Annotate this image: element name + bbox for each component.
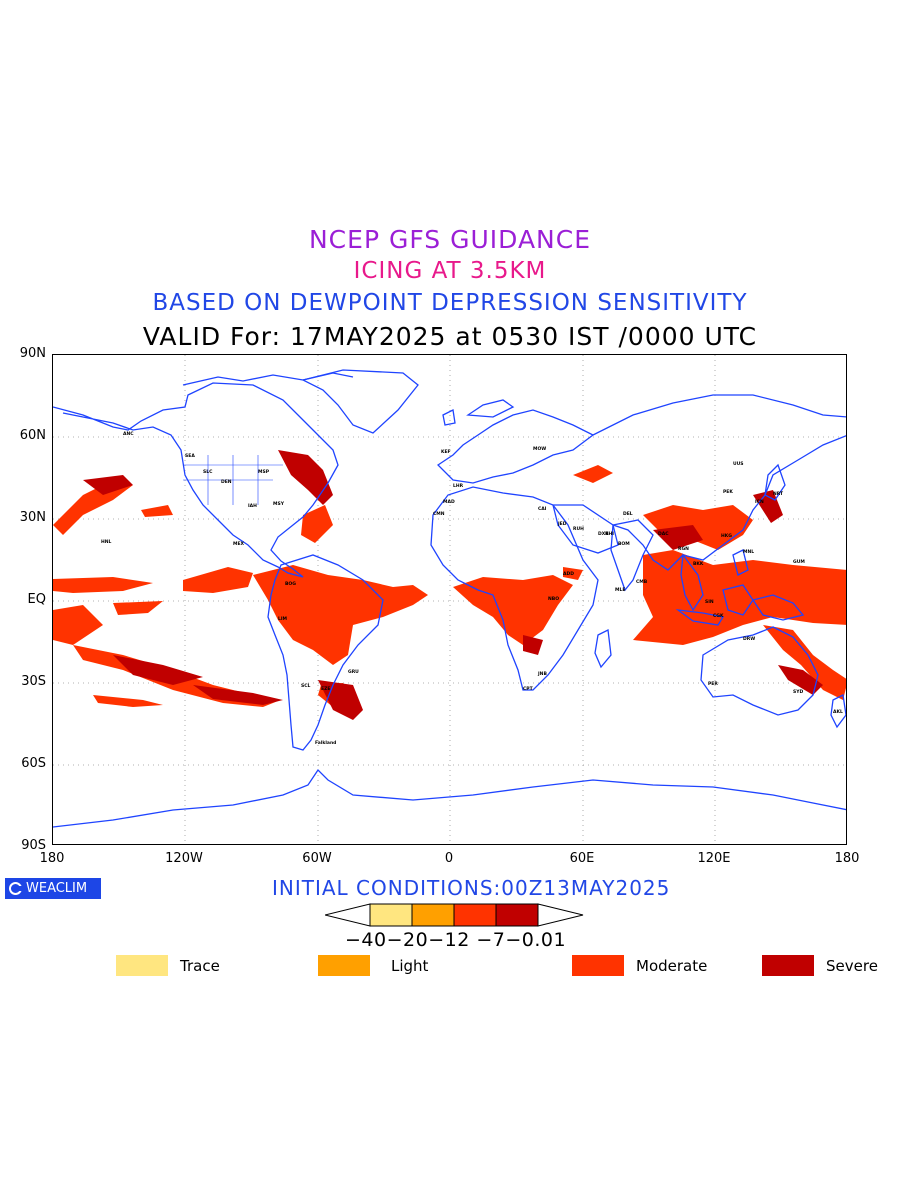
station-label: JNB — [537, 671, 547, 677]
colorbar-trace — [369, 903, 413, 927]
lon-label-180w: 180 — [39, 851, 65, 866]
station-label: GUM — [793, 559, 805, 565]
station-label: ANC — [123, 431, 134, 437]
valid-time-title: VALID For: 17MAY2025 at 0530 IST /0000 U… — [142, 322, 758, 351]
station-label: MAD — [443, 499, 455, 505]
station-label: AKL — [833, 709, 843, 715]
colorbar-severe — [495, 903, 539, 927]
station-label: LIM — [278, 616, 288, 622]
legend-swatch-trace — [116, 955, 168, 976]
lon-label-120e: 120E — [697, 851, 731, 866]
station-label: MSY — [273, 501, 285, 507]
icing-severe-areas — [83, 450, 823, 720]
station-labels: ANC MSP MSY IAH DEN SLC SEA MEX HNL BOG LIM GRU EZE S… — [101, 431, 843, 746]
lat-label-30s: 30S — [21, 674, 46, 689]
station-label: NBO — [548, 596, 559, 602]
colorbar-high-arrow — [537, 903, 584, 927]
station-label: PER — [708, 681, 718, 687]
lon-label-60e: 60E — [569, 851, 595, 866]
colorbar-moderate — [453, 903, 497, 927]
station-label: MEX — [233, 541, 245, 547]
lat-label-30n: 30N — [19, 510, 46, 525]
lon-label-120w: 120W — [165, 851, 203, 866]
station-label: DRW — [743, 636, 755, 642]
station-label: DAC — [658, 531, 669, 537]
weaclim-logo: WEACLIM — [5, 878, 101, 899]
station-label: MLE — [615, 587, 625, 593]
station-label: CGK — [713, 613, 724, 619]
station-label: HKG — [721, 533, 732, 539]
station-label: BKK — [693, 561, 704, 567]
lon-label-0: 0 — [444, 851, 454, 866]
title-line-3: BASED ON DEWPOINT DEPRESSION SENSITIVITY — [152, 290, 748, 316]
station-label: RUH — [573, 526, 584, 532]
station-label: UUS — [733, 461, 744, 467]
station-label: SCL — [301, 683, 311, 689]
icing-map: ANC MSP MSY IAH DEN SLC SEA MEX HNL BOG LIM GRU EZE S… — [52, 354, 847, 845]
lon-label-180e: 180 — [834, 851, 860, 866]
station-label: SYD — [793, 689, 803, 695]
station-label: CMB — [636, 579, 648, 585]
lon-label-60w: 60W — [302, 851, 332, 866]
station-label: MNL — [743, 549, 754, 555]
lat-label-60n: 60N — [19, 428, 46, 443]
initial-conditions: INITIAL CONDITIONS:00Z13MAY2025 — [272, 876, 671, 900]
station-label: PEK — [723, 489, 733, 495]
station-label: EZE — [321, 686, 330, 692]
station-label: MOW — [533, 446, 546, 452]
coastlines — [53, 369, 846, 828]
station-label: BOG — [285, 581, 296, 587]
legend-swatch-severe — [762, 955, 814, 976]
station-label: SEA — [185, 453, 195, 459]
colorbar-light — [411, 903, 455, 927]
station-label: NRT — [773, 491, 784, 497]
station-label: LHR — [453, 483, 464, 489]
station-label: SLC — [203, 469, 213, 475]
station-label: DEL — [623, 511, 633, 517]
colorbar-low-arrow — [325, 903, 371, 927]
weaclim-ring-icon — [9, 882, 22, 895]
colorbar-levels: −40−20−12 −7−0.01 — [345, 929, 567, 951]
lat-label-90s: 90S — [21, 838, 46, 853]
station-label: MSP — [258, 469, 270, 475]
legend-swatch-light — [318, 955, 370, 976]
brand-label: WEACLIM — [26, 881, 88, 896]
lat-label-60s: 60S — [21, 756, 46, 771]
station-label: ADD — [563, 571, 574, 577]
station-label: DXB — [598, 531, 609, 537]
station-label: DEN — [221, 479, 232, 485]
station-label: IAH — [248, 503, 257, 509]
station-label: KEF — [441, 449, 451, 455]
colorbar — [325, 903, 584, 927]
station-label: ICN — [755, 499, 764, 505]
lat-label-eq: EQ — [27, 592, 46, 607]
legend-label-moderate: Moderate — [636, 957, 708, 975]
title-line-1: NCEP GFS GUIDANCE — [308, 225, 591, 254]
legend-label-trace: Trace — [180, 957, 220, 975]
station-label: HNL — [101, 539, 112, 545]
map-canvas: ANC MSP MSY IAH DEN SLC SEA MEX HNL BOG LIM GRU EZE S… — [53, 355, 846, 844]
station-label: CMN — [433, 511, 445, 517]
title-line-2: ICING AT 3.5KM — [353, 258, 547, 284]
station-label: SIN — [705, 599, 714, 605]
station-label: CPT — [523, 686, 534, 692]
station-label: BOM — [618, 541, 630, 547]
lat-label-90n: 90N — [19, 346, 46, 361]
station-label: Falkland — [315, 740, 336, 746]
station-label: CAI — [538, 506, 547, 512]
legend-label-severe: Severe — [826, 957, 878, 975]
station-label: KHI — [605, 531, 614, 537]
legend-swatch-moderate — [572, 955, 624, 976]
station-label: GRU — [348, 669, 359, 675]
legend-label-light: Light — [391, 957, 429, 975]
station-label: RGN — [678, 546, 689, 552]
station-label: JED — [557, 521, 567, 527]
